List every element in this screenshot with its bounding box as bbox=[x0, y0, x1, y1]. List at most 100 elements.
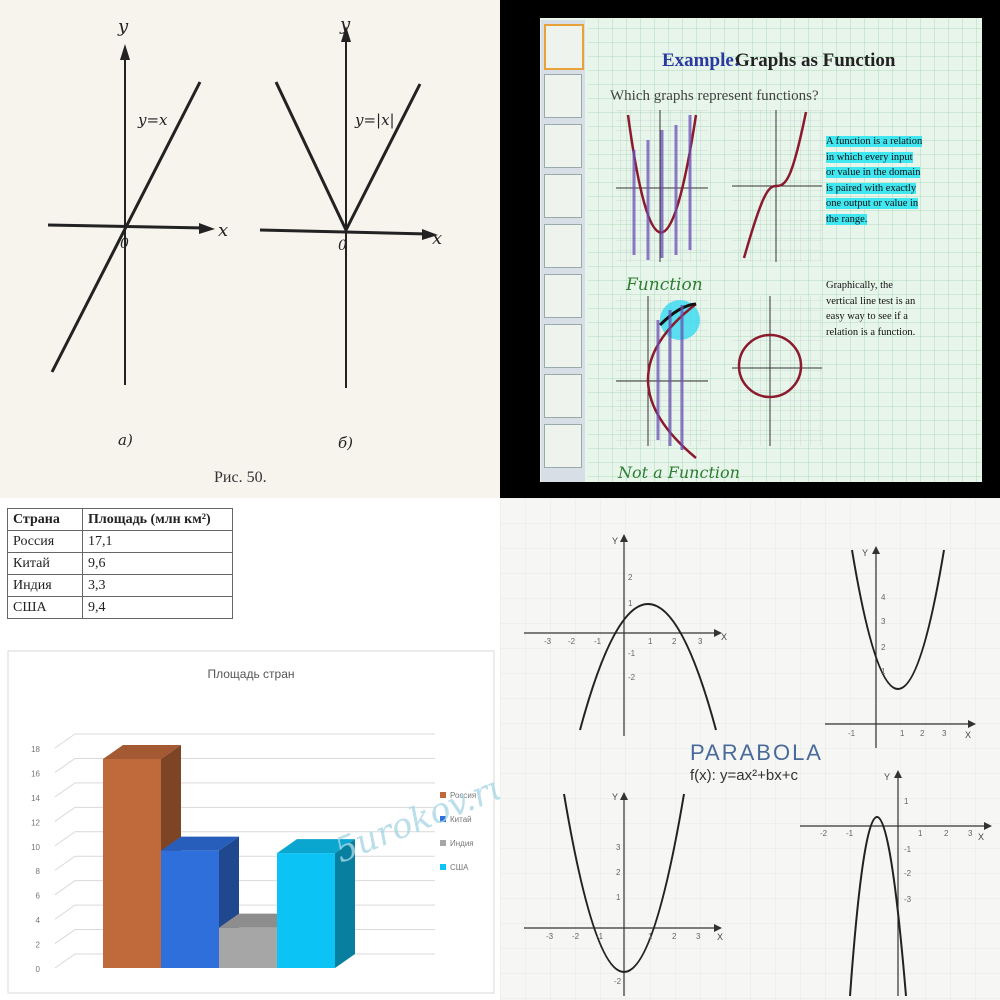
parabola-b-curve bbox=[851, 549, 945, 690]
y-tick-label: 14 bbox=[31, 794, 40, 803]
slide-thumb-8[interactable] bbox=[544, 374, 582, 418]
slide-thumb-2[interactable] bbox=[544, 74, 582, 118]
svg-text:1: 1 bbox=[900, 729, 905, 738]
slide-thumb-1[interactable] bbox=[544, 24, 584, 70]
table-row: Китай 9,6 bbox=[7, 552, 233, 575]
gridline bbox=[54, 757, 435, 773]
legend-entry: Россия bbox=[450, 791, 476, 800]
left-sublabel: а) bbox=[118, 431, 133, 449]
left-equation: y=x bbox=[137, 111, 168, 129]
table-cell-area: 17,1 bbox=[82, 530, 233, 553]
right-origin-label: 0 bbox=[338, 238, 347, 254]
parabola-panel: X Y -3 -2 -1 1 2 3 2 1 -1 -2 X Y -1 1 2 3 4 3 2 1 PAR… bbox=[500, 498, 1000, 1000]
chart-legend: Россия Китай Индия США bbox=[440, 791, 476, 872]
svg-text:2: 2 bbox=[944, 829, 949, 838]
svg-text:-3: -3 bbox=[544, 637, 552, 646]
graph-c-y-label: Y bbox=[612, 792, 618, 802]
right-sublabel: б) bbox=[338, 434, 353, 452]
svg-text:1: 1 bbox=[881, 667, 886, 676]
graph2-cubic bbox=[742, 111, 808, 259]
right-equation: y=|x| bbox=[354, 111, 395, 129]
slide-title: Graphs as Function bbox=[735, 50, 896, 71]
svg-text:-3: -3 bbox=[904, 895, 912, 904]
y-tick-label: 8 bbox=[36, 867, 41, 876]
svg-text:-1: -1 bbox=[846, 829, 854, 838]
line-y-equals-abs-x bbox=[274, 81, 422, 234]
svg-text:-1: -1 bbox=[848, 729, 856, 738]
svg-text:-3: -3 bbox=[546, 932, 554, 941]
bar-front bbox=[277, 853, 335, 968]
svg-text:1: 1 bbox=[616, 893, 621, 902]
definition-line-4: is paired with exactly bbox=[826, 182, 917, 194]
bar-top bbox=[103, 745, 181, 759]
legend-entry: Китай bbox=[450, 815, 472, 824]
svg-text:1: 1 bbox=[648, 637, 653, 646]
slide-thumb-6[interactable] bbox=[544, 274, 582, 318]
area-table: Страна Площадь (млн км²) Россия 17,1 Кит… bbox=[7, 508, 233, 619]
svg-text:3: 3 bbox=[698, 637, 703, 646]
gridline bbox=[54, 733, 435, 749]
table-cell-area: 9,4 bbox=[82, 596, 233, 619]
slide-thumb-5[interactable] bbox=[544, 224, 582, 268]
parabola-graph-c: X Y -3 -2 -1 1 2 3 3 2 1 -2 bbox=[524, 792, 723, 996]
svg-text:-1: -1 bbox=[628, 649, 636, 658]
svg-text:1: 1 bbox=[904, 797, 909, 806]
left-origin-label: 0 bbox=[120, 236, 129, 252]
svg-text:2: 2 bbox=[920, 729, 925, 738]
graph-b-y-label: Y bbox=[862, 548, 868, 558]
svg-text:4: 4 bbox=[881, 593, 886, 602]
parabola-graph-b: X Y -1 1 2 3 4 3 2 1 bbox=[825, 546, 976, 748]
svg-text:1: 1 bbox=[648, 932, 653, 941]
slide-thumbnails bbox=[541, 20, 585, 482]
parabola-d-curve bbox=[849, 816, 907, 997]
table-cell-country: Россия bbox=[7, 530, 83, 553]
graph-c-x-label: X bbox=[717, 932, 723, 942]
chart-y-ticks: 0 2 4 6 8 10 12 14 16 18 bbox=[31, 745, 40, 974]
graph3-curve bbox=[646, 303, 697, 459]
definition-line-5: one output or value in bbox=[826, 198, 919, 209]
slide-thumb-7[interactable] bbox=[544, 324, 582, 368]
definition-line-2: in which every input bbox=[826, 151, 913, 163]
figure-caption: Рис. 50. bbox=[214, 469, 267, 486]
y-tick-label: 10 bbox=[31, 843, 40, 852]
svg-text:1: 1 bbox=[918, 829, 923, 838]
legend-entry: США bbox=[450, 863, 469, 872]
svg-text:2: 2 bbox=[881, 643, 886, 652]
bar-front bbox=[103, 759, 161, 968]
graph1-vertical-lines bbox=[632, 115, 692, 260]
vertical-test-line-4: relation is a function. bbox=[826, 326, 916, 338]
table-row: Россия 17,1 bbox=[7, 530, 233, 553]
y-tick-label: 0 bbox=[36, 965, 41, 974]
parabola-graph-d: X Y -2 -1 1 2 3 1 -1 -2 -3 bbox=[800, 770, 992, 997]
parabola-title: PARABOLA bbox=[690, 740, 823, 765]
svg-text:-2: -2 bbox=[904, 869, 912, 878]
svg-text:1: 1 bbox=[628, 599, 633, 608]
left-y-arrow-icon bbox=[120, 44, 130, 60]
slide-thumb-3[interactable] bbox=[544, 124, 582, 168]
table-cell-country: США bbox=[7, 596, 83, 619]
graph-d-y-label: Y bbox=[884, 772, 890, 782]
svg-text:3: 3 bbox=[942, 729, 947, 738]
gridline bbox=[54, 782, 435, 798]
left-x-arrow-icon bbox=[199, 223, 215, 234]
gridline bbox=[54, 806, 435, 822]
table-row: США 9,4 bbox=[7, 596, 233, 619]
svg-text:-2: -2 bbox=[614, 977, 622, 986]
svg-text:2: 2 bbox=[616, 868, 621, 877]
area-panel: Страна Площадь (млн км²) Россия 17,1 Кит… bbox=[0, 498, 500, 1000]
legend-swatch bbox=[440, 864, 446, 870]
slide-thumb-9[interactable] bbox=[544, 424, 582, 468]
svg-text:-2: -2 bbox=[820, 829, 828, 838]
abs-graphs-svg: y x 0 y=x а) y x 0 y=|x| б) Рис. 50. bbox=[47, 14, 442, 486]
graph-d-x-label: X bbox=[978, 832, 984, 842]
parabola-a-curve bbox=[579, 603, 717, 731]
bar-side bbox=[335, 839, 355, 968]
graph4-grid bbox=[732, 296, 822, 446]
right-x-label: x bbox=[432, 228, 442, 249]
legend-swatch bbox=[440, 816, 446, 822]
slide-thumb-4[interactable] bbox=[544, 174, 582, 218]
slide-question: Which graphs represent functions? bbox=[610, 88, 819, 104]
svg-text:3: 3 bbox=[616, 843, 621, 852]
svg-text:2: 2 bbox=[628, 573, 633, 582]
vertical-test-line-1: Graphically, the bbox=[826, 280, 893, 291]
